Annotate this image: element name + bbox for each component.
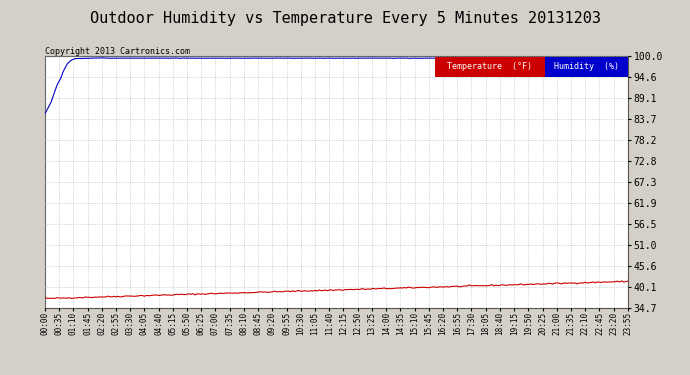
Text: Temperature  (°F): Temperature (°F) — [447, 62, 533, 71]
Text: Humidity  (%): Humidity (%) — [554, 62, 619, 71]
Text: Copyright 2013 Cartronics.com: Copyright 2013 Cartronics.com — [45, 47, 190, 56]
Text: Outdoor Humidity vs Temperature Every 5 Minutes 20131203: Outdoor Humidity vs Temperature Every 5 … — [90, 11, 600, 26]
